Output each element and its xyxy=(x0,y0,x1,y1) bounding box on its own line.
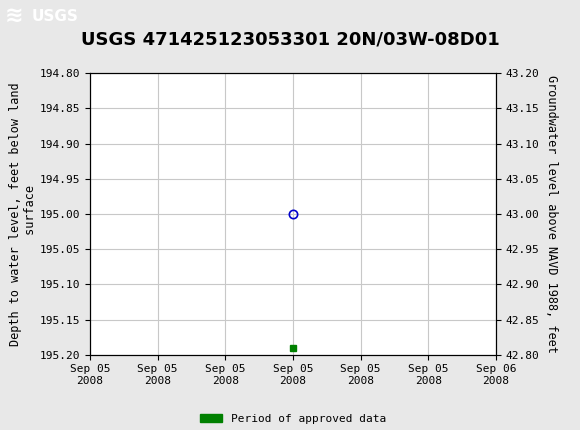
Y-axis label: Depth to water level, feet below land
 surface: Depth to water level, feet below land su… xyxy=(9,82,37,346)
Legend: Period of approved data: Period of approved data xyxy=(195,409,390,428)
Y-axis label: Groundwater level above NAVD 1988, feet: Groundwater level above NAVD 1988, feet xyxy=(545,75,558,353)
Text: USGS 471425123053301 20N/03W-08D01: USGS 471425123053301 20N/03W-08D01 xyxy=(81,31,499,49)
Text: USGS: USGS xyxy=(32,9,79,24)
Text: ≋: ≋ xyxy=(5,6,23,26)
